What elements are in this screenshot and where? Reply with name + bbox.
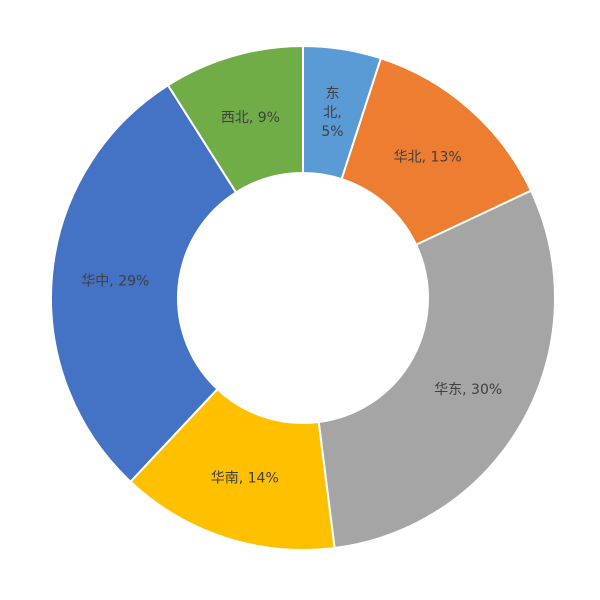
slice-6-label: 西北, 9% xyxy=(221,110,280,126)
slice-1-label-line: 北, xyxy=(323,105,341,121)
slice-6 xyxy=(166,44,304,194)
slice-6-label-line: 西北, 9% xyxy=(221,110,280,126)
slice-2 xyxy=(340,57,533,247)
slice-5 xyxy=(50,83,238,484)
labels-layer: 东北, 5% 华北, 13% 华东, 30% 华南, 14% 华中, 29% 西北, 9% xyxy=(81,86,502,486)
slice-3-label: 华东, 30% xyxy=(434,382,502,398)
slice-1-label-line: 东 xyxy=(325,86,339,102)
slice-3 xyxy=(317,189,556,550)
slice-1-label-line: 5% xyxy=(321,124,343,140)
slice-4-label: 华南, 14% xyxy=(211,470,279,486)
slice-4 xyxy=(129,387,336,551)
slice-4-label-line: 华南, 14% xyxy=(211,470,279,486)
slice-5-label: 华中, 29% xyxy=(81,273,149,289)
slice-1-label: 东北, 5% xyxy=(321,86,343,140)
slice-5-label-line: 华中, 29% xyxy=(81,273,149,289)
slice-2-label-line: 华北, 13% xyxy=(394,150,462,166)
slice-3-label-line: 华东, 30% xyxy=(434,382,502,398)
slice-2-label: 华北, 13% xyxy=(394,150,462,166)
slices-layer xyxy=(50,44,556,551)
